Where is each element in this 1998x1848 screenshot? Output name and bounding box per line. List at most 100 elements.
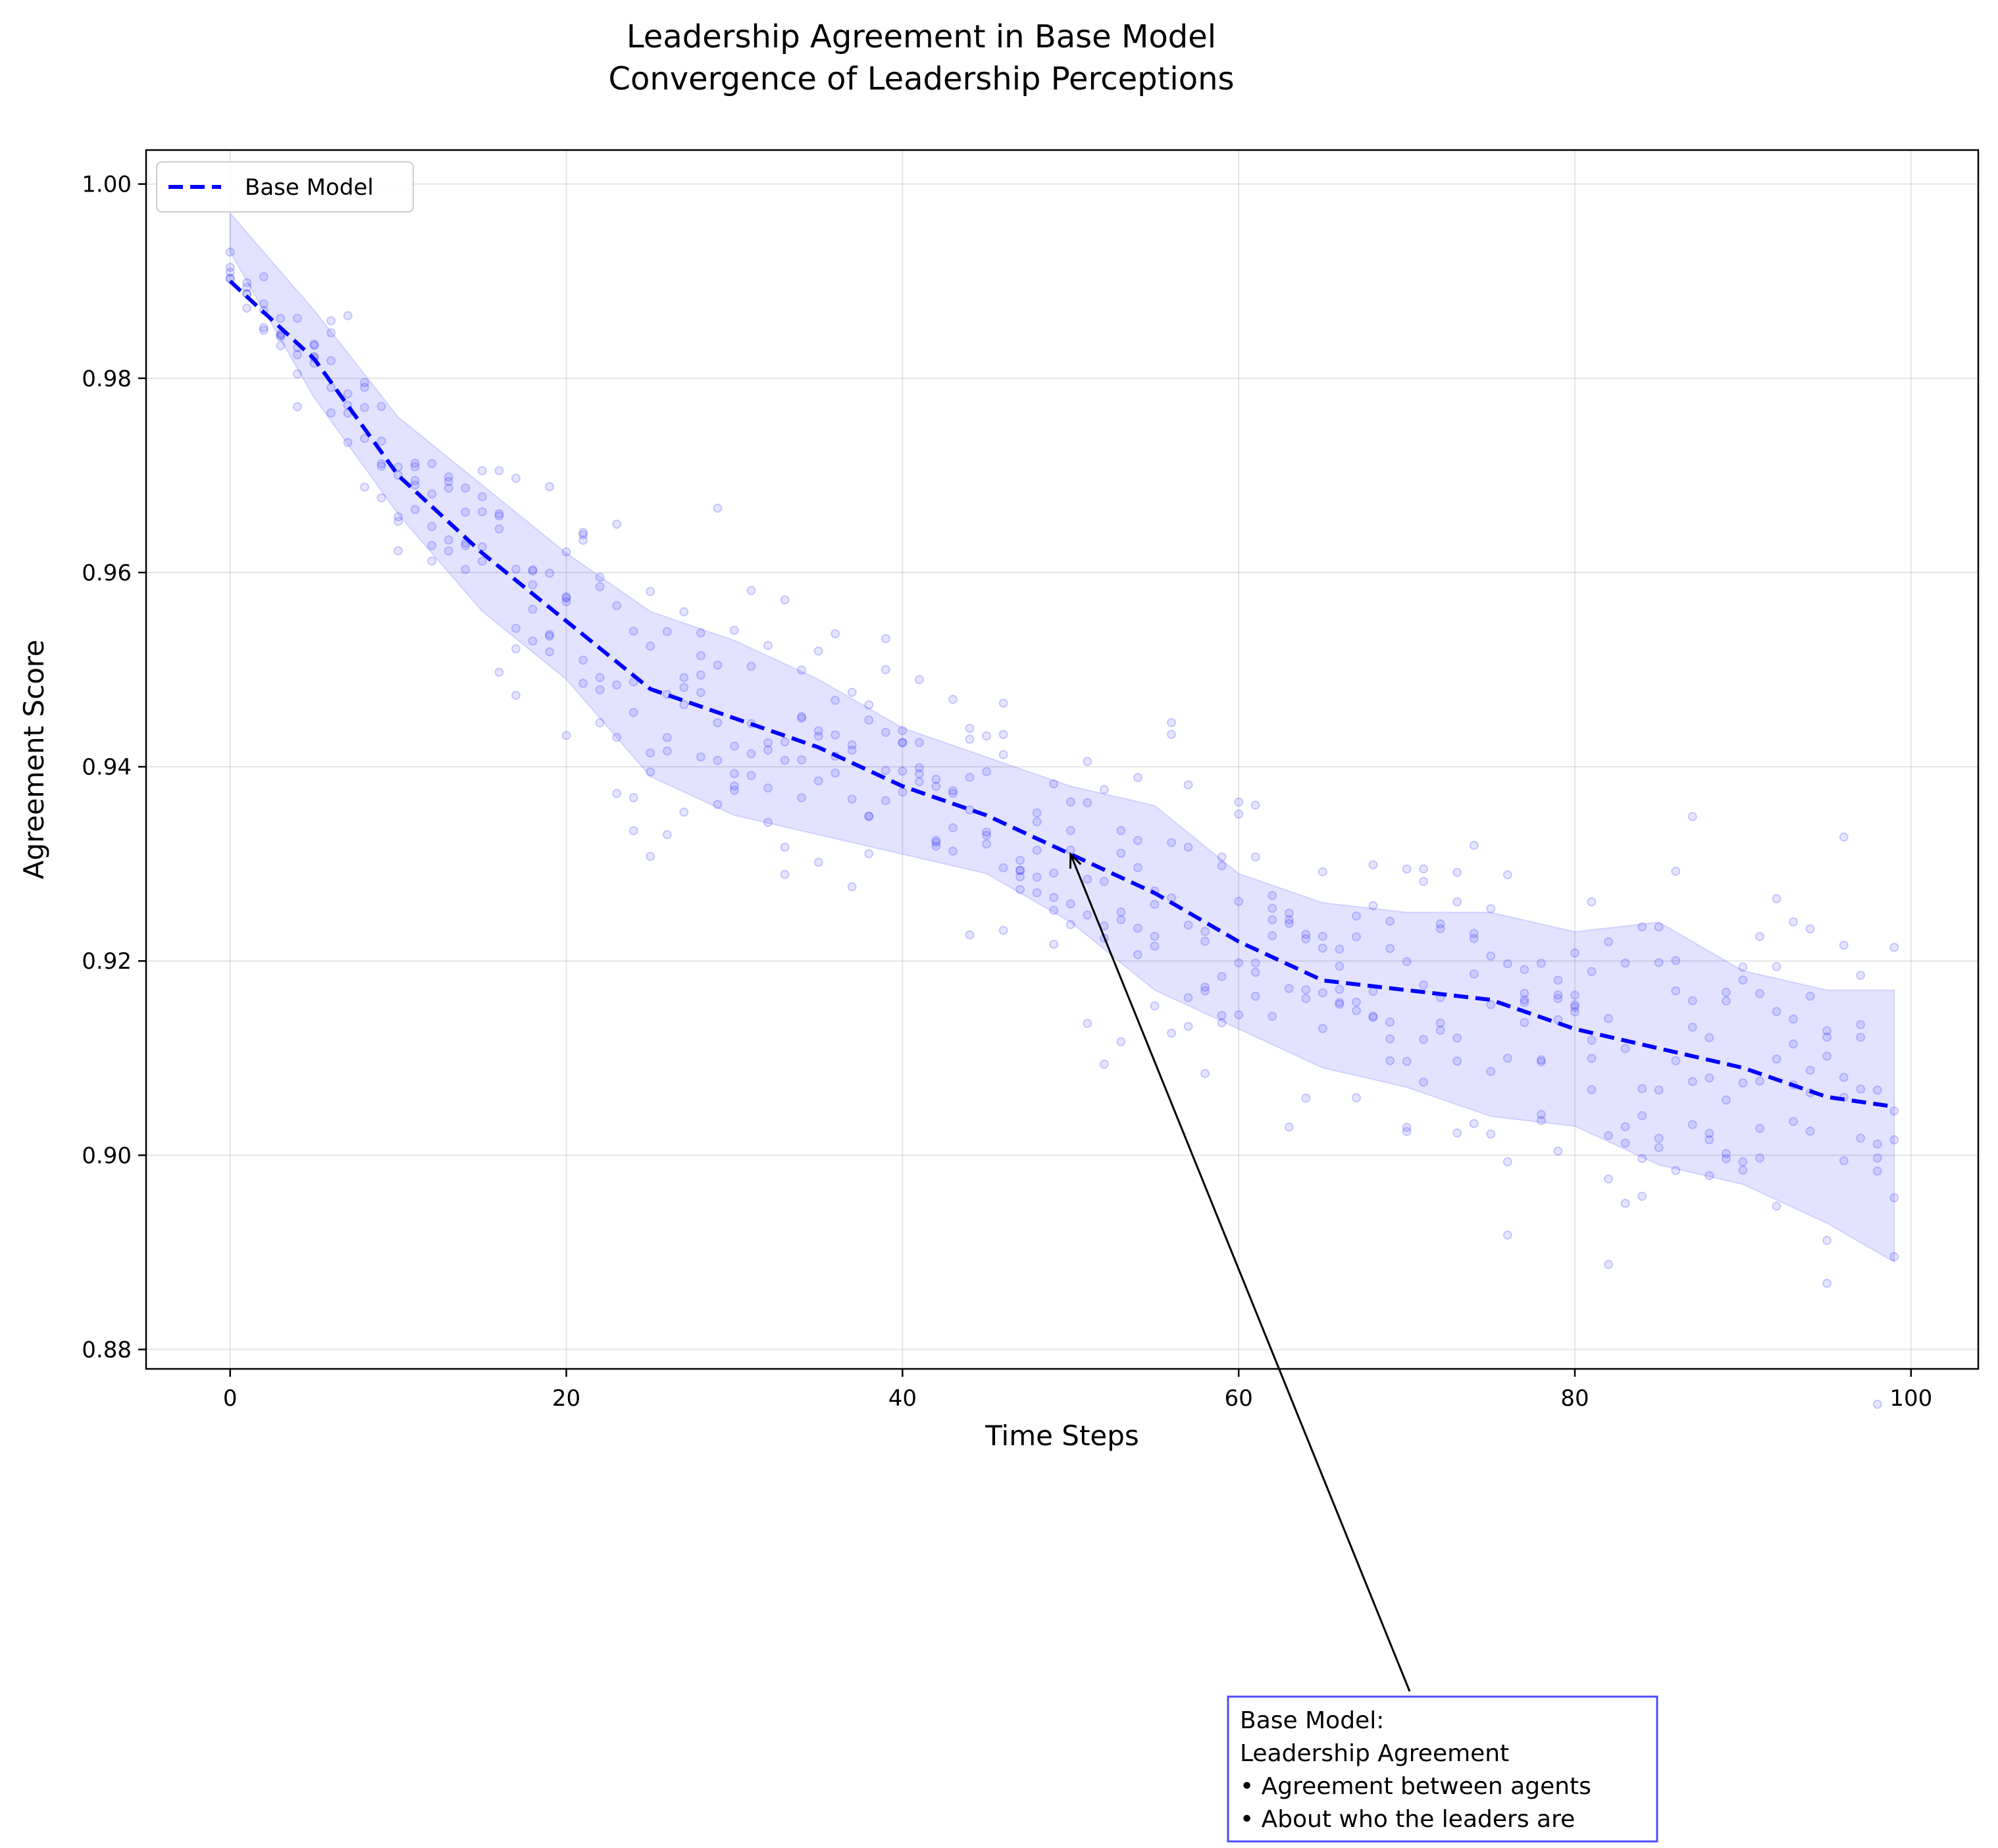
scatter-point (1587, 1085, 1597, 1094)
scatter-point (864, 811, 874, 821)
scatter-point (511, 644, 521, 654)
scatter-point (1183, 842, 1193, 852)
scatter-point (1301, 994, 1311, 1004)
scatter-point (561, 547, 571, 557)
scatter-point (1200, 986, 1210, 996)
scatter-point (982, 831, 992, 840)
scatter-point (1570, 1002, 1579, 1012)
scatter-point (1335, 985, 1345, 994)
x-tick-label: 60 (1225, 1385, 1253, 1412)
scatter-point (914, 763, 924, 773)
scatter-point (1704, 1033, 1714, 1042)
scatter-point (1570, 948, 1579, 958)
scatter-point (292, 313, 302, 323)
scatter-point (729, 769, 739, 779)
scatter-point (1268, 1012, 1277, 1021)
scatter-point (1217, 852, 1227, 862)
scatter-point (1385, 916, 1395, 926)
scatter-point (276, 332, 286, 342)
arrow-head-icon (1069, 852, 1082, 869)
scatter-point (1520, 965, 1529, 975)
scatter-point (444, 535, 453, 545)
scatter-point (847, 745, 857, 755)
scatter-point (965, 734, 975, 744)
y-axis-label: Agreement Score (18, 640, 50, 879)
scatter-point (1637, 1111, 1647, 1121)
scatter-point (1032, 817, 1042, 827)
scatter-point (1587, 967, 1597, 977)
scatter-point (914, 777, 924, 786)
scatter-point (595, 573, 605, 582)
scatter-point (376, 461, 386, 471)
scatter-point (1469, 934, 1479, 944)
scatter-point (494, 466, 504, 476)
scatter-point (1250, 852, 1260, 862)
scatter-point (1083, 757, 1092, 766)
x-tick-label: 40 (888, 1385, 917, 1412)
scatter-point (1704, 1171, 1714, 1181)
scatter-point (1065, 899, 1075, 909)
scatter-point (292, 369, 302, 379)
scatter-point (628, 826, 638, 836)
scatter-point (965, 723, 975, 733)
annotation-line-1: Base Model: (1240, 1707, 1384, 1734)
scatter-point (1352, 997, 1361, 1007)
scatter-point (1805, 991, 1815, 1001)
scatter-point (242, 282, 252, 292)
grid (146, 150, 1978, 1369)
scatter-point (1150, 900, 1160, 910)
scatter-point (427, 522, 437, 531)
scatter-point (360, 482, 369, 492)
scatter-point (360, 434, 369, 444)
scatter-point (1167, 1028, 1176, 1038)
scatter-point (528, 636, 538, 646)
scatter-point (1183, 780, 1193, 790)
series-line-base-model (228, 279, 1895, 1109)
scatter-point (511, 473, 521, 483)
scatter-point (998, 730, 1008, 739)
scatter-point (898, 726, 908, 736)
scatter-point (1536, 1055, 1546, 1065)
scatter-point (1520, 1017, 1529, 1027)
scatter-point (494, 524, 504, 534)
scatter-point (1049, 868, 1059, 878)
scatter-point (1637, 1154, 1647, 1164)
scatter-point (763, 640, 773, 650)
legend-box (156, 161, 414, 213)
scatter-point (1015, 865, 1025, 875)
scatter-point (1839, 1073, 1849, 1083)
scatter-point (948, 694, 958, 704)
scatter-point (1183, 1021, 1193, 1031)
scatter-point (1419, 877, 1429, 886)
scatter-point (1402, 1123, 1412, 1133)
scatter-point (1335, 944, 1345, 954)
scatter-point (948, 788, 958, 798)
scatter-point (813, 646, 823, 656)
scatter-point (561, 592, 571, 602)
scatter-point (1133, 923, 1142, 933)
scatter-point (1435, 1018, 1445, 1028)
scatter-point (1183, 920, 1193, 930)
scatter-point (1301, 1093, 1311, 1103)
scatter-point (1822, 1279, 1832, 1288)
scatter-point (1368, 901, 1378, 911)
scatter-point (1284, 915, 1294, 925)
scatter-point (1570, 990, 1579, 1000)
scatter-point (1587, 1035, 1597, 1045)
scatter-point (948, 846, 958, 856)
scatter-point (1368, 1011, 1378, 1021)
scatter-point (898, 766, 908, 776)
scatter-points (225, 247, 1899, 1409)
scatter-point (1284, 919, 1294, 929)
scatter-point (1604, 1260, 1614, 1270)
scatter-point (1352, 911, 1361, 921)
scatter-point (1553, 990, 1563, 1000)
scatter-point (679, 673, 689, 682)
scatter-point (1133, 950, 1142, 960)
scatter-point (1553, 975, 1563, 985)
scatter-point (847, 740, 857, 750)
scatter-point (679, 607, 689, 617)
scatter-point (1015, 865, 1025, 875)
scatter-point (780, 756, 790, 765)
scatter-point (1435, 1025, 1445, 1035)
